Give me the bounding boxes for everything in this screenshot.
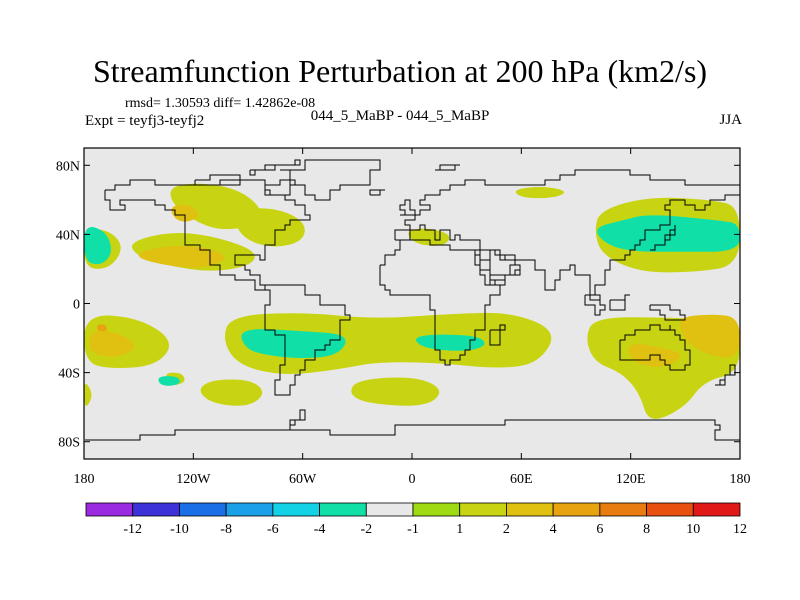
x-tick-label: 180 <box>74 472 95 487</box>
coastline-canadian-arctic-1 <box>194 174 241 186</box>
colorbar-swatch <box>132 502 180 517</box>
contour-region <box>96 324 107 332</box>
colorbar-swatch <box>225 502 274 517</box>
coastline-canadian-arctic-2 <box>249 159 301 176</box>
contour-region <box>84 226 111 265</box>
colorbar-label: -1 <box>407 522 419 537</box>
colorbar-swatch <box>85 502 134 517</box>
colorbar-swatch <box>692 502 741 517</box>
colorbar-label: -12 <box>123 522 142 537</box>
colorbar-swatch <box>412 502 461 517</box>
chart-title: Streamfunction Perturbation at 200 hPa (… <box>92 53 708 89</box>
coastline-south-america <box>264 284 351 396</box>
experiment-label: Expt = teyfj3-teyfj2 <box>85 113 205 129</box>
coastlines <box>85 159 740 441</box>
coastline-new-zealand <box>715 364 736 386</box>
contour-region <box>225 312 552 375</box>
colorbar-swatch <box>319 502 367 517</box>
contour-region <box>171 204 199 222</box>
coastline-japan <box>650 225 676 251</box>
coastline-greenland <box>280 159 381 201</box>
coastline-arabian-peninsula <box>479 249 521 281</box>
coastline-antarctica <box>85 419 740 441</box>
contour-region <box>138 245 225 268</box>
y-tick-label: 80S <box>58 436 80 451</box>
season-label: JJA <box>719 112 742 128</box>
colorbar-label: 1 <box>456 522 463 537</box>
contour-region <box>84 383 92 406</box>
coastline-antarctic-peninsula <box>280 409 306 431</box>
contour-region <box>89 330 135 357</box>
colorbar-swatch <box>179 502 227 517</box>
coastline-eurasia <box>394 169 740 301</box>
y-tick-label: 40N <box>56 228 80 243</box>
coastline-british-isles <box>399 199 416 216</box>
colorbar-swatch <box>365 502 414 517</box>
contour-region <box>200 379 263 406</box>
colorbar-label: -2 <box>360 522 372 537</box>
coastline-new-guinea <box>649 304 686 321</box>
colorbar-label: -6 <box>267 522 279 537</box>
contour-region <box>597 215 740 252</box>
coastline-sumatra <box>584 294 606 316</box>
x-tick-label: 120E <box>616 472 646 487</box>
colorbar-label: 10 <box>686 522 700 537</box>
colorbar-label: -10 <box>170 522 189 537</box>
coastline-svalbard <box>435 164 460 171</box>
colorbar-label: 2 <box>503 522 510 537</box>
x-tick-label: 180 <box>730 472 751 487</box>
x-tick-label: 60W <box>289 472 317 487</box>
contour-region <box>351 377 440 406</box>
colorbar-swatch <box>272 502 320 517</box>
colorbar-swatch <box>459 502 507 517</box>
colorbar: -12 -10 -8 -6 -4 -2 -1 1 2 4 6 8 10 12 <box>85 502 747 537</box>
contour-region <box>241 329 346 358</box>
rmsd-diff-stats: rmsd= 1.30593 diff= 1.42862e-08 <box>125 96 316 111</box>
colorbar-swatch <box>552 502 601 517</box>
coastline-madagascar <box>489 324 506 346</box>
coastline-africa <box>379 239 505 366</box>
colorbar-swatch <box>599 502 647 517</box>
coastline-iceland <box>369 189 385 196</box>
contour-region <box>679 314 740 358</box>
contour-region <box>408 228 450 246</box>
y-tick-label: 0 <box>73 298 80 313</box>
coastline-baffin-island <box>264 179 296 196</box>
colorbar-label: -8 <box>220 522 232 537</box>
colorbar-label: 8 <box>643 522 650 537</box>
colorbar-swatch <box>506 502 554 517</box>
contour-region <box>158 376 180 386</box>
x-tick-label: 60E <box>510 472 533 487</box>
colorbar-label: -4 <box>314 522 326 537</box>
contour-region <box>416 334 485 351</box>
case-label: 044_5_MaBP - 044_5_MaBP <box>310 108 490 124</box>
axis-ticks: 180 120W 60W 0 60E 120E 180 80N 40N 0 40S 80S <box>56 148 751 487</box>
contour-region <box>237 208 305 247</box>
contour-region <box>515 187 565 199</box>
colorbar-label: 4 <box>550 522 557 537</box>
coastline-australia <box>619 324 691 371</box>
colorbar-label: 12 <box>733 522 747 537</box>
coastline-borneo <box>609 294 630 311</box>
colorbar-label: 6 <box>596 522 603 537</box>
y-tick-label: 40S <box>58 367 80 382</box>
x-tick-label: 120W <box>176 472 211 487</box>
y-tick-label: 80N <box>56 159 80 174</box>
x-tick-label: 0 <box>409 472 416 487</box>
colorbar-swatch <box>646 502 694 517</box>
